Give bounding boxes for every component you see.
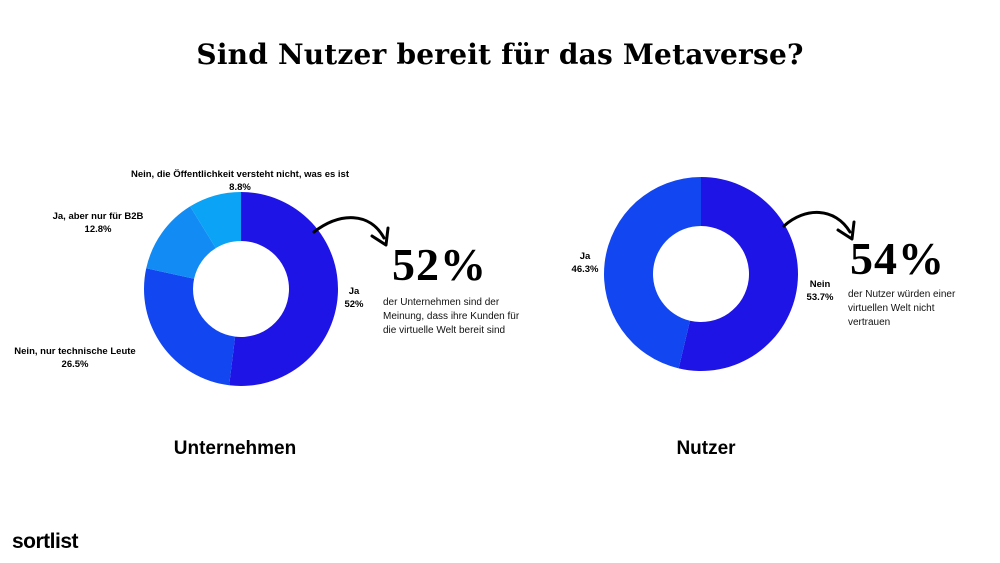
slice-label-ja-nutzer: Ja 46.3% (571, 251, 599, 275)
arrowhead-icon (370, 226, 390, 247)
slice-label-b2b: Ja, aber nur für B2B 12.8% (52, 211, 144, 235)
chart-title-unternehmen: Unternehmen (173, 438, 297, 459)
arrow-icon (312, 216, 386, 240)
donut-slice-1-1 (604, 177, 701, 369)
brand-logo: sortlist (12, 530, 79, 553)
callout-text-unternehmen: der Unternehmen sind der Meinung, dass i… (383, 297, 520, 336)
donut-chart-unternehmen (143, 191, 338, 386)
donut-chart-nutzer (604, 177, 798, 371)
slice-label-technische-leute: Nein, nur technische Leute 26.5% (14, 346, 136, 370)
slice-label-oeffentlichkeit: Nein, die Öffentlichkeit versteht nicht,… (130, 169, 350, 193)
slice-label-nein-nutzer: Nein 53.7% (806, 279, 834, 303)
donut-slice-1-0 (678, 177, 798, 371)
page-title: Sind Nutzer bereit für das Metaverse? (196, 38, 804, 71)
callout-text-nutzer: der Nutzer würden einer virtuellen Welt … (848, 289, 956, 328)
arrow-icon (782, 211, 852, 234)
donut-slice-0-2 (146, 206, 216, 279)
callout-value-unternehmen: 52% (392, 239, 487, 290)
arrowhead-icon (836, 220, 856, 241)
slice-label-ja: Ja 52% (344, 286, 364, 310)
donut-slice-0-0 (229, 191, 338, 386)
callout-value-nutzer: 54% (850, 233, 945, 284)
donut-slice-0-1 (143, 268, 236, 386)
donut-slice-0-3 (190, 191, 241, 249)
chart-title-nutzer: Nutzer (676, 438, 736, 459)
